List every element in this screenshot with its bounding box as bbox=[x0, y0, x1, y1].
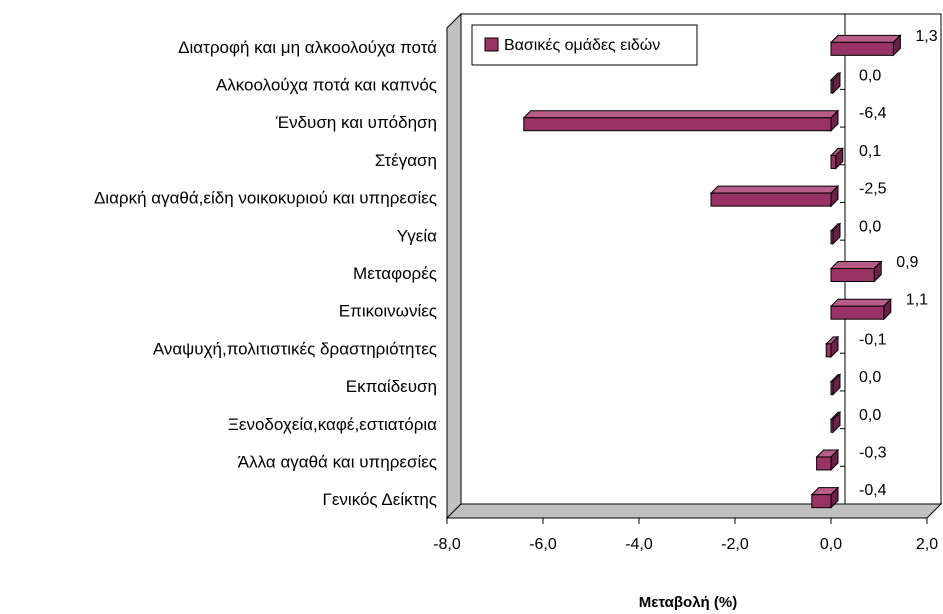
category-label: Διατροφή και μη αλκοολούχα ποτά bbox=[178, 38, 437, 57]
legend-box bbox=[471, 24, 698, 66]
bar-front bbox=[710, 192, 832, 207]
bar bbox=[810, 486, 840, 509]
plot-area bbox=[445, 12, 943, 520]
category-label: Μεταφορές bbox=[353, 264, 437, 283]
bar-front bbox=[830, 268, 875, 282]
bar bbox=[829, 411, 842, 434]
bar bbox=[829, 34, 902, 57]
axes: -8,0 -6,0 -4,0 -2,0 0,0 2,0 bbox=[433, 13, 938, 553]
bar-front bbox=[830, 305, 885, 320]
x-tick-label: 2,0 bbox=[916, 536, 938, 553]
data-labels: 1,3 0,0 -6,4 0,1 -2,5 0,0 0,9 1,1 -0,1 0,0 0,0 -0,3… bbox=[859, 28, 938, 499]
bar bbox=[829, 297, 893, 321]
bar-front bbox=[825, 343, 832, 358]
x-tick-label: -6,0 bbox=[529, 536, 557, 553]
bar-top bbox=[829, 34, 902, 43]
data-label: 0,0 bbox=[859, 407, 881, 424]
data-label: -2,5 bbox=[859, 181, 887, 198]
data-label: 1,3 bbox=[915, 28, 937, 45]
bar-front bbox=[811, 494, 832, 509]
category-labels: Διατροφή και μη αλκοολούχα ποτά Αλκοολούχ… bbox=[94, 38, 437, 509]
category-label: Υγεία bbox=[397, 226, 437, 245]
data-label: -0,1 bbox=[859, 331, 887, 348]
bars bbox=[522, 34, 902, 509]
category-label: Αναψυχή,πολιτιστικές δραστηριότητες bbox=[153, 339, 437, 358]
bar-front bbox=[830, 381, 834, 396]
data-label: 0,0 bbox=[859, 369, 881, 386]
data-label: -0,3 bbox=[859, 444, 887, 461]
legend: Βασικές ομάδες ειδών bbox=[471, 24, 698, 66]
bar-front bbox=[830, 79, 834, 94]
x-tick-label: -8,0 bbox=[433, 536, 461, 553]
bar bbox=[522, 109, 840, 132]
bar-top bbox=[709, 185, 840, 194]
bar-top bbox=[522, 110, 840, 119]
bar-front bbox=[830, 230, 834, 245]
x-tick-label: 0,0 bbox=[820, 536, 842, 553]
category-label: Αλκοολούχα ποτά και καπνός bbox=[216, 76, 437, 95]
data-label: 0,0 bbox=[859, 218, 881, 235]
data-label: 1,1 bbox=[906, 292, 928, 309]
floor bbox=[445, 503, 943, 519]
data-label: -6,4 bbox=[859, 105, 887, 122]
bar bbox=[829, 260, 883, 283]
bar bbox=[829, 147, 845, 170]
data-label: 0,9 bbox=[896, 254, 918, 271]
back-wall bbox=[460, 13, 942, 505]
bar bbox=[829, 71, 842, 95]
category-label: Διαρκή αγαθά,είδη νοικοκυριού και υπηρεσ… bbox=[94, 189, 437, 208]
data-label: -0,4 bbox=[859, 482, 887, 499]
category-label: Εκπαίδευση bbox=[346, 377, 437, 396]
x-axis-label: Μεταβολή (%) bbox=[639, 594, 737, 611]
category-label: Στέγαση bbox=[375, 151, 437, 170]
bar-front bbox=[523, 117, 832, 132]
category-label: Γενικός Δείκτης bbox=[322, 490, 437, 509]
bar-front bbox=[830, 41, 894, 56]
x-tick-label: -2,0 bbox=[721, 536, 749, 553]
bar-front bbox=[830, 418, 834, 433]
data-label: 0,1 bbox=[859, 143, 881, 160]
left-wall bbox=[446, 12, 462, 520]
bar bbox=[824, 335, 840, 359]
category-label: Ξενοδοχεία,καφέ,εστιατόρια bbox=[228, 415, 437, 434]
legend-entry: Βασικές ομάδες ειδών bbox=[504, 37, 660, 54]
bar-top bbox=[829, 261, 883, 269]
category-label: Ένδυση και υπόδηση bbox=[275, 113, 437, 132]
bar-front bbox=[830, 154, 837, 169]
legend-swatch bbox=[484, 37, 499, 52]
category-label: Άλλα αγαθά και υπηρεσίες bbox=[238, 452, 437, 471]
bar bbox=[815, 448, 840, 472]
bar bbox=[709, 184, 840, 208]
bar bbox=[829, 373, 842, 396]
data-label: 0,0 bbox=[859, 68, 881, 85]
bar bbox=[829, 222, 842, 246]
bar-front bbox=[816, 456, 832, 471]
bar-top bbox=[829, 298, 893, 307]
category-label: Επικοινωνίες bbox=[339, 302, 437, 321]
x-tick-label: -4,0 bbox=[625, 536, 653, 553]
